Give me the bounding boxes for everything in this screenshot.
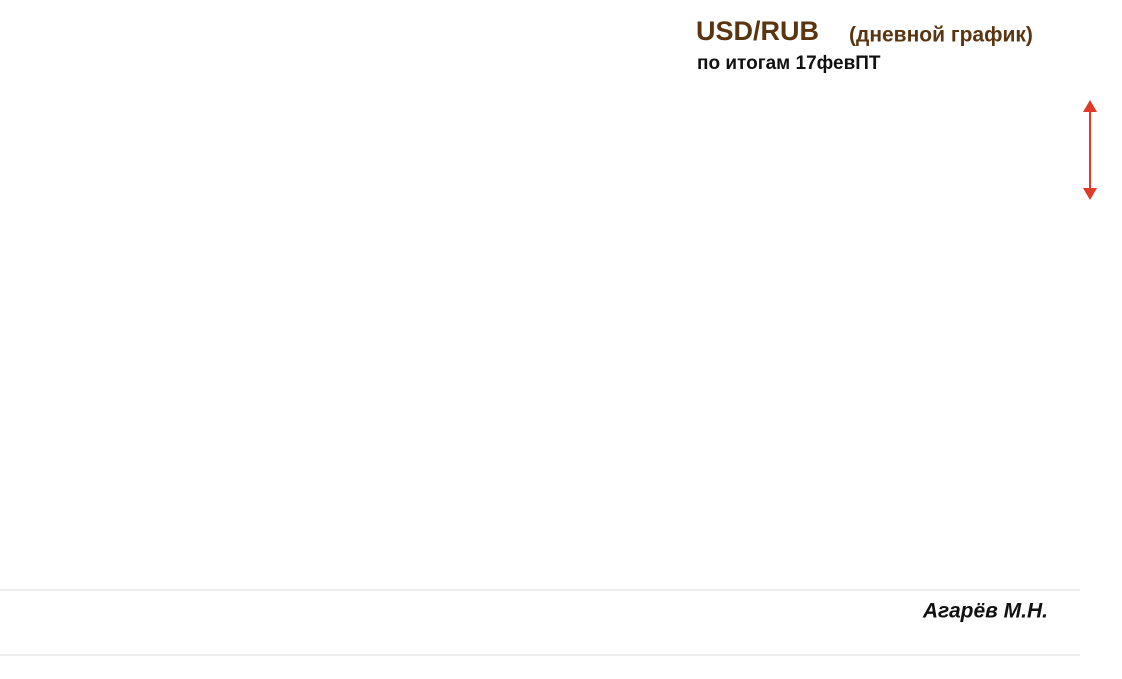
- range-arrow: [1083, 100, 1097, 200]
- chart-title: USD/RUB: [696, 16, 819, 46]
- author: Агарёв М.Н.: [922, 600, 1048, 623]
- chart-subtitle: по итогам 17февПТ: [697, 53, 881, 74]
- chart-title-note: (дневной график): [849, 24, 1033, 47]
